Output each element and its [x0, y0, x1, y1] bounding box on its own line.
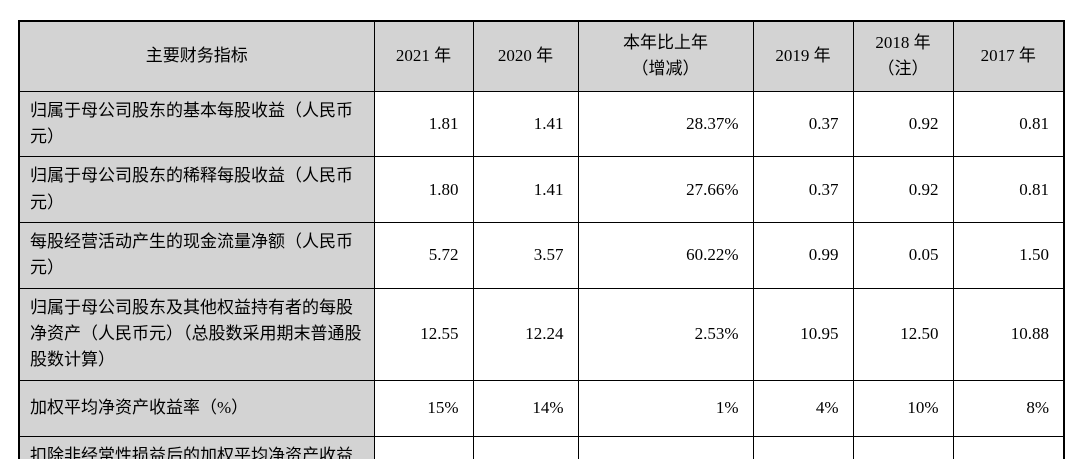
value-cell: 12.81%: [577, 435, 754, 459]
value-cell: 0.37: [752, 90, 854, 158]
value-cell: 7%: [852, 435, 954, 459]
value-cell: 5.72: [373, 222, 474, 289]
indicator-label: 扣除非经常性损益后的加权平均净资产收益率（%）: [18, 435, 375, 459]
value-cell: 2.53%: [577, 287, 754, 381]
table-row: 归属于母公司股东的基本每股收益（人民币元） 1.81 1.41 28.37% 0.37 0…: [18, 90, 1065, 158]
table-row: 加权平均净资产收益率（%） 15% 14% 1% 4% 10% 8%: [18, 379, 1065, 437]
header-row: 主要财务指标 2021 年 2020 年 本年比上年 （增减） 2019 年 2…: [18, 20, 1065, 92]
value-cell: 1.41: [472, 156, 579, 224]
value-cell: 0.92: [852, 90, 954, 158]
value-cell: 4%: [952, 435, 1065, 459]
header-2019: 2019 年: [752, 20, 854, 92]
table-header: 主要财务指标 2021 年 2020 年 本年比上年 （增减） 2019 年 2…: [18, 20, 1065, 92]
header-2021: 2021 年: [373, 20, 474, 92]
header-2018: 2018 年 （注）: [852, 20, 954, 92]
indicator-label: 归属于母公司股东的基本每股收益（人民币元）: [18, 90, 375, 158]
value-cell: 12.50: [852, 287, 954, 381]
value-cell: 28.37%: [577, 90, 754, 158]
header-2020: 2020 年: [472, 20, 579, 92]
value-cell: 0.99: [752, 222, 854, 289]
indicator-label: 归属于母公司股东的稀释每股收益（人民币元）: [18, 156, 375, 224]
value-cell: 1.41: [472, 90, 579, 158]
header-yoy-change: 本年比上年 （增减）: [577, 20, 754, 92]
value-cell: 0.92: [852, 156, 954, 224]
value-cell: 8%: [952, 379, 1065, 437]
table-row: 归属于母公司股东及其他权益持有者的每股净资产（人民币元）（总股数采用期末普通股股…: [18, 287, 1065, 381]
value-cell: 0.05: [852, 222, 954, 289]
value-cell: 1.81: [373, 90, 474, 158]
financial-indicators-table: 主要财务指标 2021 年 2020 年 本年比上年 （增减） 2019 年 2…: [18, 20, 1065, 459]
value-cell: 10.88: [952, 287, 1065, 381]
value-cell: 1%: [577, 379, 754, 437]
value-cell: 10%: [852, 379, 954, 437]
value-cell: 3%: [752, 435, 854, 459]
table-row: 每股经营活动产生的现金流量净额（人民币元） 5.72 3.57 60.22% 0.99 0…: [18, 222, 1065, 289]
value-cell: 0.19%: [472, 435, 579, 459]
value-cell: 0.81: [952, 156, 1065, 224]
value-cell: 27.66%: [577, 156, 754, 224]
table-row: 归属于母公司股东的稀释每股收益（人民币元） 1.80 1.41 27.66% 0.37 0…: [18, 156, 1065, 224]
value-cell: 1.50: [952, 222, 1065, 289]
value-cell: 13%: [373, 435, 474, 459]
indicator-label: 加权平均净资产收益率（%）: [18, 379, 375, 437]
value-cell: 10.95: [752, 287, 854, 381]
header-indicator: 主要财务指标: [18, 20, 375, 92]
value-cell: 60.22%: [577, 222, 754, 289]
value-cell: 4%: [752, 379, 854, 437]
value-cell: 12.24: [472, 287, 579, 381]
value-cell: 3.57: [472, 222, 579, 289]
value-cell: 1.80: [373, 156, 474, 224]
header-2017: 2017 年: [952, 20, 1065, 92]
value-cell: 12.55: [373, 287, 474, 381]
value-cell: 14%: [472, 379, 579, 437]
table-row: 扣除非经常性损益后的加权平均净资产收益率（%）13%0.19%12.81%3%7…: [18, 435, 1065, 459]
indicator-label: 归属于母公司股东及其他权益持有者的每股净资产（人民币元）（总股数采用期末普通股股…: [18, 287, 375, 381]
value-cell: 15%: [373, 379, 474, 437]
value-cell: 0.81: [952, 90, 1065, 158]
indicator-label: 每股经营活动产生的现金流量净额（人民币元）: [18, 222, 375, 289]
value-cell: 0.37: [752, 156, 854, 224]
table-body: 归属于母公司股东的基本每股收益（人民币元） 1.81 1.41 28.37% 0.37 0…: [18, 90, 1065, 459]
